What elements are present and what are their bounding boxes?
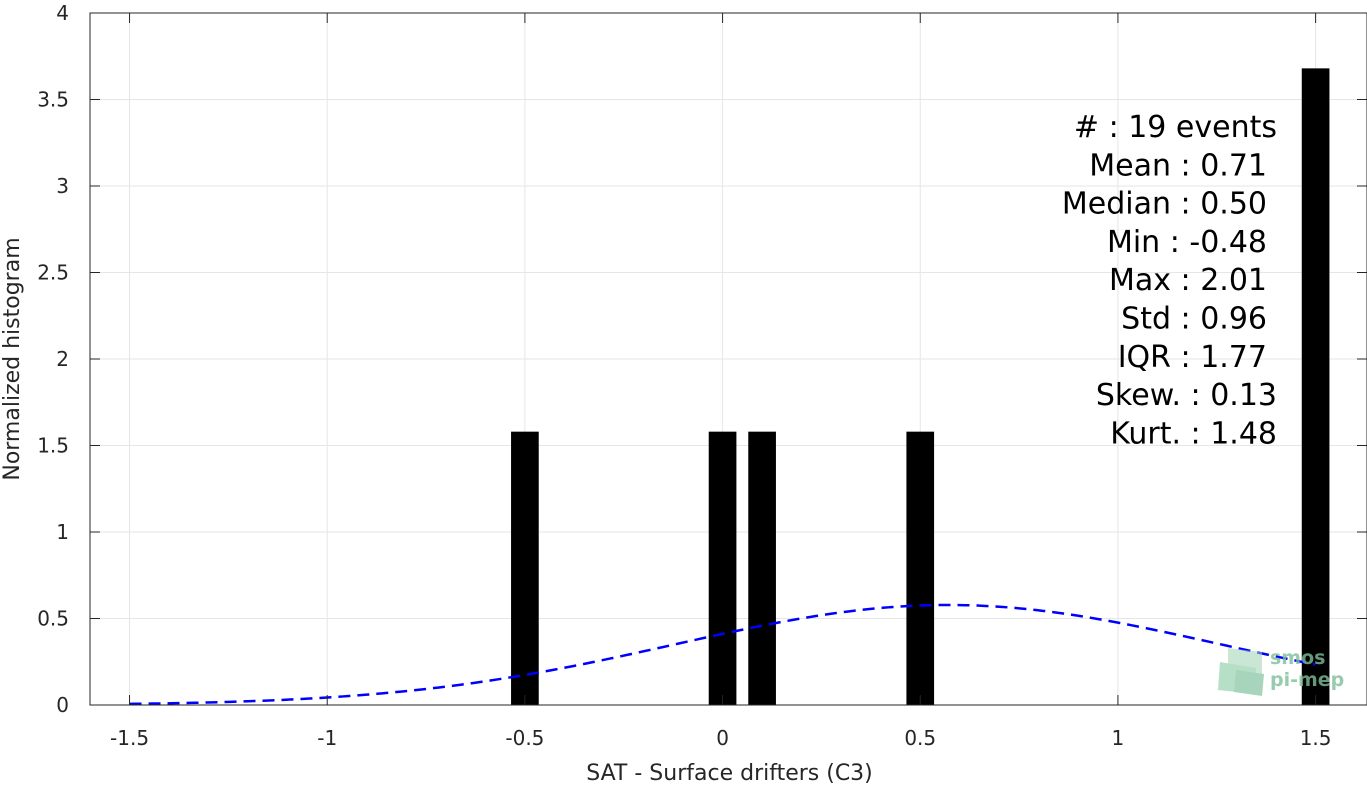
logo-graphic-icon [1218, 648, 1264, 696]
smos-pimep-logo: smos pi-mep [1218, 647, 1344, 696]
stat-line: Max : 2.01 [1109, 263, 1267, 298]
y-tick-label: 4 [56, 1, 69, 25]
histogram-bar [511, 431, 539, 705]
x-tick-label: 0 [716, 726, 729, 750]
y-tick-label: 0.5 [37, 607, 69, 631]
y-tick-label: 2.5 [37, 261, 69, 285]
stat-line: IQR : 1.77 [1118, 340, 1267, 375]
histogram-bar [708, 431, 737, 705]
stat-line: Skew. : 0.13 [1096, 378, 1277, 413]
y-tick-label: 3.5 [37, 88, 69, 112]
grid [90, 12, 1367, 706]
stat-line: Kurt. : 1.48 [1110, 416, 1277, 451]
histogram-bar [1301, 68, 1330, 706]
stat-line: Mean : 0.71 [1089, 148, 1267, 183]
x-tick-label: 1.5 [1300, 726, 1332, 750]
x-tick-label: 0.5 [904, 726, 936, 750]
x-tick-label: -1 [317, 726, 337, 750]
x-tick-label: 1 [1112, 726, 1125, 750]
stat-line: Std : 0.96 [1121, 302, 1267, 337]
y-axis-label: Normalized histogram [0, 237, 25, 480]
stat-line: # : 19 events [1074, 110, 1277, 145]
x-tick-label: -1.5 [110, 726, 149, 750]
y-tick-label: 2 [56, 347, 69, 371]
x-axis-label: SAT - Surface drifters (C3) [586, 761, 873, 785]
y-tick-label: 1.5 [37, 434, 69, 458]
histogram-bar [748, 431, 776, 705]
y-tick-label: 3 [56, 174, 69, 198]
watermark-line1: smos [1270, 647, 1325, 669]
stat-line: Median : 0.50 [1062, 187, 1267, 222]
y-tick-label: 1 [56, 520, 69, 544]
y-axis-ticks: 0 0.5 1 1.5 2 2.5 3 3.5 4 [37, 1, 1367, 717]
stat-line: Min : -0.48 [1107, 225, 1267, 260]
x-axis-ticks: -1.5 -1 -0.5 0 0.5 1 1.5 [110, 13, 1332, 750]
watermark-line2: pi-mep [1270, 669, 1344, 691]
histogram-bar [906, 431, 935, 705]
x-tick-label: -0.5 [505, 726, 544, 750]
histogram-bars [511, 68, 1330, 706]
y-tick-label: 0 [56, 693, 69, 717]
